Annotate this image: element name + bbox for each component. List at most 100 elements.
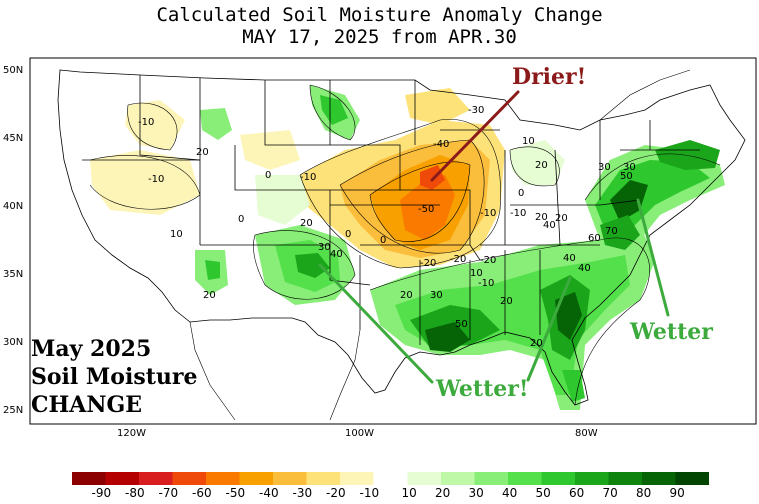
map-title: Calculated Soil Moisture Anomaly Change: [156, 4, 603, 26]
colorbar-label: 50: [535, 486, 551, 500]
colorbar-swatch: [675, 472, 709, 485]
region-central-dry-core: [400, 175, 455, 240]
wetter-arrow-mid: [526, 276, 572, 382]
lat-label-40n: 40N: [3, 201, 24, 212]
lat-label-30n: 30N: [3, 337, 24, 348]
contour-label: -10: [480, 208, 497, 219]
colorbar-swatch: [474, 472, 508, 485]
colorbar-label: 10: [401, 486, 417, 500]
colorbar-swatch: [239, 472, 273, 485]
contour-label: -20: [480, 255, 497, 266]
contour-label: -20: [450, 254, 467, 265]
contour-label: 70: [605, 226, 618, 237]
colorbar-label: -90: [91, 486, 112, 500]
wetter-arrow-east: [636, 198, 670, 317]
lon-label-100w: 100W: [345, 428, 374, 439]
colorbar-label: -60: [192, 486, 212, 500]
colorbar-label: -40: [259, 486, 279, 500]
contour-label: -50: [418, 204, 435, 215]
neighbor-borders: [189, 69, 691, 421]
contour-label: 40: [563, 253, 576, 264]
contour-label: 40: [578, 263, 591, 274]
contour-label: 20: [300, 218, 313, 229]
contour-label: 20: [530, 338, 543, 349]
contour-label: 50: [620, 171, 633, 182]
colorbar-label: 30: [468, 486, 484, 500]
contour-label: 60: [588, 233, 601, 244]
colorbar-swatch: [340, 472, 374, 485]
contour-label: 0: [518, 188, 525, 199]
region-texas-wet-core: [295, 253, 330, 278]
colorbar-swatch: [407, 472, 441, 485]
colorbar-label: -10: [359, 486, 380, 500]
lon-label-80w: 80W: [575, 428, 598, 439]
drier-arrow: [430, 90, 520, 182]
contour-label: -10: [300, 172, 317, 183]
colorbar-swatch: [105, 472, 139, 485]
contour-label: -20: [420, 258, 437, 269]
contour-label: -30: [468, 105, 485, 116]
contour-label: 30: [598, 162, 611, 173]
contour-label: 30: [430, 290, 443, 301]
region-va-wet: [600, 215, 640, 250]
region-montana-core: [320, 95, 348, 125]
colorbar-swatch: [72, 472, 106, 485]
contour-label: 40: [543, 220, 556, 231]
contour-label: 20: [203, 290, 216, 301]
wetter-annotation-east: Wetter: [630, 319, 713, 345]
contour-label: -10: [148, 174, 165, 185]
colorbar-label: 40: [502, 486, 518, 500]
contour-label: -40: [433, 139, 450, 150]
wetter-annotation-center: Wetter!: [436, 376, 529, 402]
lat-label-45n: 45N: [3, 133, 24, 144]
stamp-line-1: May 2025: [31, 336, 152, 362]
colorbar-label: -70: [158, 486, 179, 500]
region-ga-core: [555, 292, 582, 340]
colorbar-label: 20: [435, 486, 451, 500]
colorbar-swatch: [608, 472, 642, 485]
colorbar-label: 60: [569, 486, 585, 500]
wetter-arrow-left: [318, 263, 434, 384]
contour-label: 10: [170, 229, 183, 240]
contour-label: -10: [510, 208, 527, 219]
contour-label: 20: [500, 296, 513, 307]
region-louisiana-core: [425, 322, 470, 352]
stamp-line-2: Soil Moisture: [31, 364, 198, 390]
contour-label: 20: [535, 212, 548, 223]
contour-lines: [89, 84, 721, 406]
lat-label-35n: 35N: [3, 269, 24, 280]
lon-label-120w: 120W: [117, 428, 146, 439]
lat-label-50n: 50N: [3, 65, 24, 76]
region-north-plains-dry: [240, 130, 300, 170]
colorbar-swatch: [541, 472, 575, 485]
drier-annotation: Drier!: [512, 64, 587, 90]
region-newengland: [655, 140, 720, 170]
contour-label: 0: [238, 214, 245, 225]
contour-label: 0: [380, 235, 387, 246]
colorbar-label: -20: [326, 486, 346, 500]
contour-label: 10: [470, 268, 483, 279]
contour-label: -10: [138, 117, 155, 128]
lat-label-25n: 25N: [3, 405, 24, 416]
contour-label: 0: [345, 229, 352, 240]
colorbar-label: 70: [602, 486, 618, 500]
region-great-lakes-wet: [510, 140, 565, 185]
region-florida-tip: [562, 370, 585, 402]
colorbar-swatch: [508, 472, 542, 485]
region-upper-mw-dry: [405, 88, 470, 125]
colorbar-swatch: [172, 472, 206, 485]
contour-label: 20: [535, 160, 548, 171]
colorbar-swatch: [575, 472, 609, 485]
region-west-pale: [90, 150, 200, 215]
contour-label: 20: [196, 147, 209, 158]
colorbar-swatch: [206, 472, 240, 485]
colorbar-swatch: [273, 472, 307, 485]
contour-label: -10: [478, 278, 495, 289]
colorbar-label: 90: [669, 486, 685, 500]
annotation-arrows: [318, 90, 670, 384]
colorbar-swatch: [306, 472, 340, 485]
contour-label: 40: [330, 249, 343, 260]
contour-label: 20: [400, 290, 413, 301]
region-plains-pale: [255, 175, 310, 225]
